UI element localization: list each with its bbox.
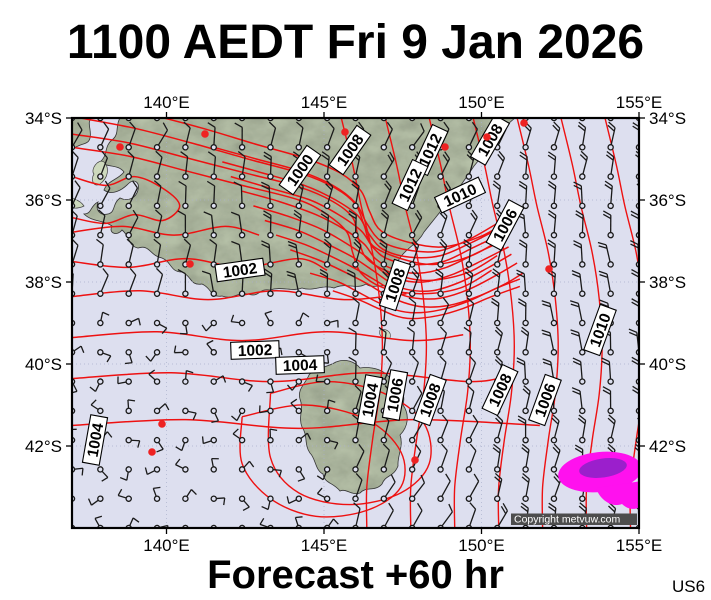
svg-text:40°S: 40°S: [649, 355, 686, 374]
svg-text:36°S: 36°S: [25, 191, 62, 210]
svg-text:34°S: 34°S: [25, 109, 62, 128]
svg-text:1002: 1002: [238, 342, 273, 360]
svg-text:Copyright metvuw.com: Copyright metvuw.com: [514, 513, 620, 525]
svg-text:40°S: 40°S: [25, 355, 62, 374]
svg-text:140°E: 140°E: [143, 93, 190, 112]
svg-text:36°S: 36°S: [649, 191, 686, 210]
svg-text:38°S: 38°S: [25, 273, 62, 292]
svg-text:145°E: 145°E: [301, 93, 348, 112]
svg-text:34°S: 34°S: [649, 109, 686, 128]
svg-text:38°S: 38°S: [649, 273, 686, 292]
svg-text:150°E: 150°E: [458, 93, 505, 112]
svg-text:42°S: 42°S: [25, 437, 62, 456]
svg-text:42°S: 42°S: [649, 437, 686, 456]
svg-text:1004: 1004: [283, 357, 318, 375]
